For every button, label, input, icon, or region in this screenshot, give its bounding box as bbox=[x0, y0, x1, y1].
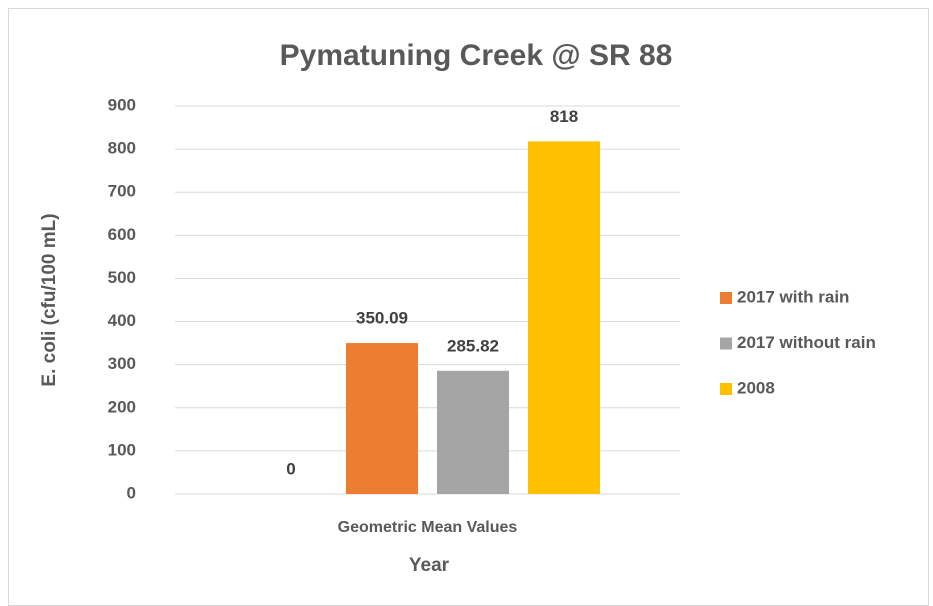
y-tick-label: 700 bbox=[108, 182, 136, 201]
chart-frame bbox=[8, 8, 929, 606]
data-label: 350.09 bbox=[356, 309, 408, 328]
chart-title: Pymatuning Creek @ SR 88 bbox=[280, 39, 673, 72]
legend-swatch bbox=[720, 292, 732, 304]
data-label: 285.82 bbox=[447, 336, 499, 355]
y-tick-label: 400 bbox=[108, 311, 136, 330]
y-tick-label: 800 bbox=[108, 139, 136, 158]
legend-label: 2017 without rain bbox=[737, 333, 876, 352]
legend-swatch bbox=[720, 337, 732, 350]
legend-label: 2008 bbox=[737, 378, 775, 397]
y-tick-label: 600 bbox=[108, 225, 136, 244]
y-axis-label: E. coli (cfu/100 mL) bbox=[39, 213, 60, 386]
y-tick-label: 200 bbox=[108, 397, 136, 416]
legend-label: 2017 with rain bbox=[737, 287, 849, 306]
y-tick-label: 300 bbox=[108, 354, 136, 373]
y-tick-label: 100 bbox=[108, 440, 136, 459]
x-tick-label: Geometric Mean Values bbox=[338, 519, 518, 536]
bar bbox=[528, 141, 600, 494]
bar bbox=[346, 343, 418, 494]
bar bbox=[437, 370, 509, 494]
x-axis-label: Year bbox=[409, 555, 450, 576]
y-tick-label: 0 bbox=[127, 483, 136, 502]
y-tick-label: 900 bbox=[108, 95, 136, 114]
data-label: 818 bbox=[550, 107, 578, 126]
legend-swatch bbox=[720, 383, 732, 395]
data-label: 0 bbox=[286, 459, 295, 478]
y-tick-label: 500 bbox=[108, 268, 136, 287]
